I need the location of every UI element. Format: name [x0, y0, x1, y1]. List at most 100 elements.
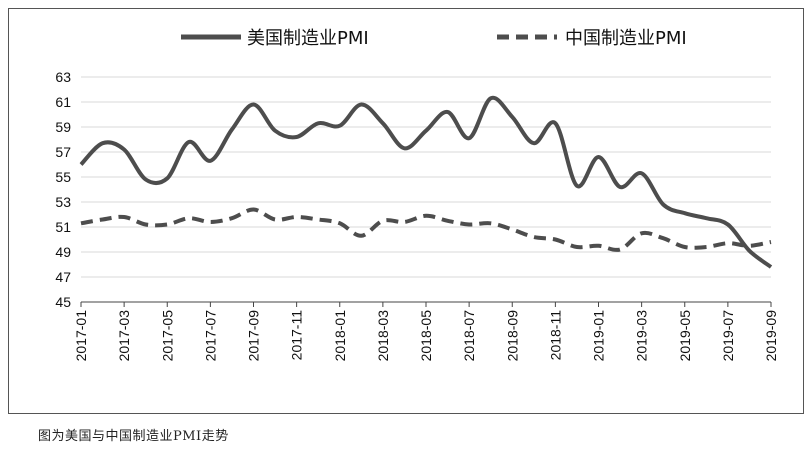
data-point-us	[683, 211, 687, 215]
data-point-china	[510, 228, 514, 232]
legend-label-china: 中国制造业PMI	[565, 28, 687, 49]
data-point-china	[683, 245, 687, 249]
data-point-china	[316, 218, 320, 222]
y-tick-label: 61	[55, 94, 71, 110]
data-point-china	[704, 245, 708, 249]
data-point-china	[402, 220, 406, 224]
x-tick-label: 2019-07	[720, 310, 736, 362]
y-axis: 63 61 59 57 55 53 51 49 47 45	[55, 69, 71, 310]
data-point-us	[230, 128, 234, 132]
x-axis: 2017-01 2017-03 2017-05 2017-07 2017-09 2017-…	[73, 301, 779, 362]
data-point-china	[424, 214, 428, 218]
x-tick-label: 2018-05	[418, 310, 434, 362]
data-point-china	[467, 223, 471, 227]
data-point-us	[597, 155, 601, 159]
data-point-china	[640, 231, 644, 235]
data-point-china	[769, 240, 773, 244]
data-point-china	[165, 223, 169, 227]
data-point-china	[747, 244, 751, 248]
y-tick-label: 59	[55, 119, 71, 135]
y-tick-label: 55	[55, 169, 71, 185]
y-tick-label: 51	[55, 219, 71, 235]
y-tick-label: 53	[55, 194, 71, 210]
data-point-us	[122, 148, 126, 152]
data-point-us	[618, 185, 622, 189]
data-point-us	[381, 121, 385, 125]
series-line-us-pmi	[79, 95, 773, 269]
data-point-china	[489, 221, 493, 225]
data-point-china	[359, 234, 363, 238]
data-point-us	[101, 141, 105, 145]
data-point-us	[553, 121, 557, 125]
x-tick-label: 2018-03	[375, 310, 391, 362]
data-point-china	[122, 215, 126, 219]
data-point-china	[618, 248, 622, 252]
x-tick-label: 2018-09	[504, 310, 520, 362]
data-point-china	[726, 241, 730, 245]
data-point-us	[402, 146, 406, 150]
data-point-china	[446, 219, 450, 223]
data-point-us	[424, 129, 428, 133]
data-point-us	[79, 163, 83, 167]
x-tick-label: 2019-09	[763, 310, 779, 362]
data-point-us	[338, 124, 342, 128]
data-point-china	[230, 216, 234, 220]
series-lines	[79, 95, 773, 269]
data-point-china	[208, 220, 212, 224]
data-point-china	[575, 245, 579, 249]
x-tick-label: 2018-07	[461, 310, 477, 362]
data-point-us	[704, 216, 708, 220]
data-point-us	[165, 176, 169, 180]
data-point-china	[597, 244, 601, 248]
data-point-us	[532, 141, 536, 145]
x-tick-label: 2019-05	[677, 310, 693, 362]
data-point-us	[252, 103, 256, 107]
gridlines	[81, 76, 771, 278]
data-point-us	[575, 184, 579, 188]
legend-label-us: 美国制造业PMI	[247, 28, 369, 49]
chart-caption: 图为美国与中国制造业PMI走势	[38, 429, 229, 444]
y-tick-label: 63	[55, 69, 71, 85]
y-tick-label: 49	[55, 244, 71, 260]
data-point-us	[661, 203, 665, 207]
series-line-china-pmi	[80, 207, 772, 252]
y-tick-label: 45	[55, 294, 71, 310]
data-point-us	[446, 110, 450, 114]
data-point-china	[338, 221, 342, 225]
data-point-us	[316, 121, 320, 125]
x-tick-label: 2017-07	[202, 310, 218, 362]
chart-frame: 美国制造业PMI 中国制造业PMI 63 61 59 57 55 53 51 49 47 45 2…	[8, 8, 804, 414]
x-tick-label: 2017-05	[159, 310, 175, 362]
legend: 美国制造业PMI 中国制造业PMI	[181, 28, 687, 49]
x-tick-label: 2019-01	[591, 310, 607, 362]
data-point-us	[747, 249, 751, 253]
x-tick-label: 2017-01	[73, 310, 89, 362]
data-point-us	[769, 265, 773, 269]
y-tick-label: 47	[55, 269, 71, 285]
data-point-us	[208, 159, 212, 163]
data-point-china	[661, 236, 665, 240]
data-point-china	[79, 221, 83, 225]
data-point-china	[295, 215, 299, 219]
data-point-us	[144, 178, 148, 182]
data-point-us	[467, 136, 471, 140]
data-point-us	[510, 115, 514, 119]
data-point-china	[252, 208, 256, 212]
data-point-us	[273, 129, 277, 133]
data-point-china	[144, 223, 148, 227]
data-point-us	[640, 171, 644, 175]
data-point-us	[359, 103, 363, 107]
y-tick-label: 57	[55, 144, 71, 160]
x-tick-label: 2019-03	[634, 310, 650, 362]
data-point-china	[101, 218, 105, 222]
x-tick-label: 2018-01	[332, 310, 348, 362]
x-tick-label: 2017-03	[116, 310, 132, 362]
data-point-china	[187, 216, 191, 220]
data-point-us	[726, 223, 730, 227]
data-point-us	[187, 140, 191, 144]
x-tick-label: 2018-11	[547, 310, 563, 361]
pmi-line-chart: 美国制造业PMI 中国制造业PMI 63 61 59 57 55 53 51 49 47 45 2…	[55, 28, 779, 362]
data-point-china	[381, 219, 385, 223]
data-point-china	[273, 218, 277, 222]
x-tick-label: 2017-09	[246, 310, 262, 362]
